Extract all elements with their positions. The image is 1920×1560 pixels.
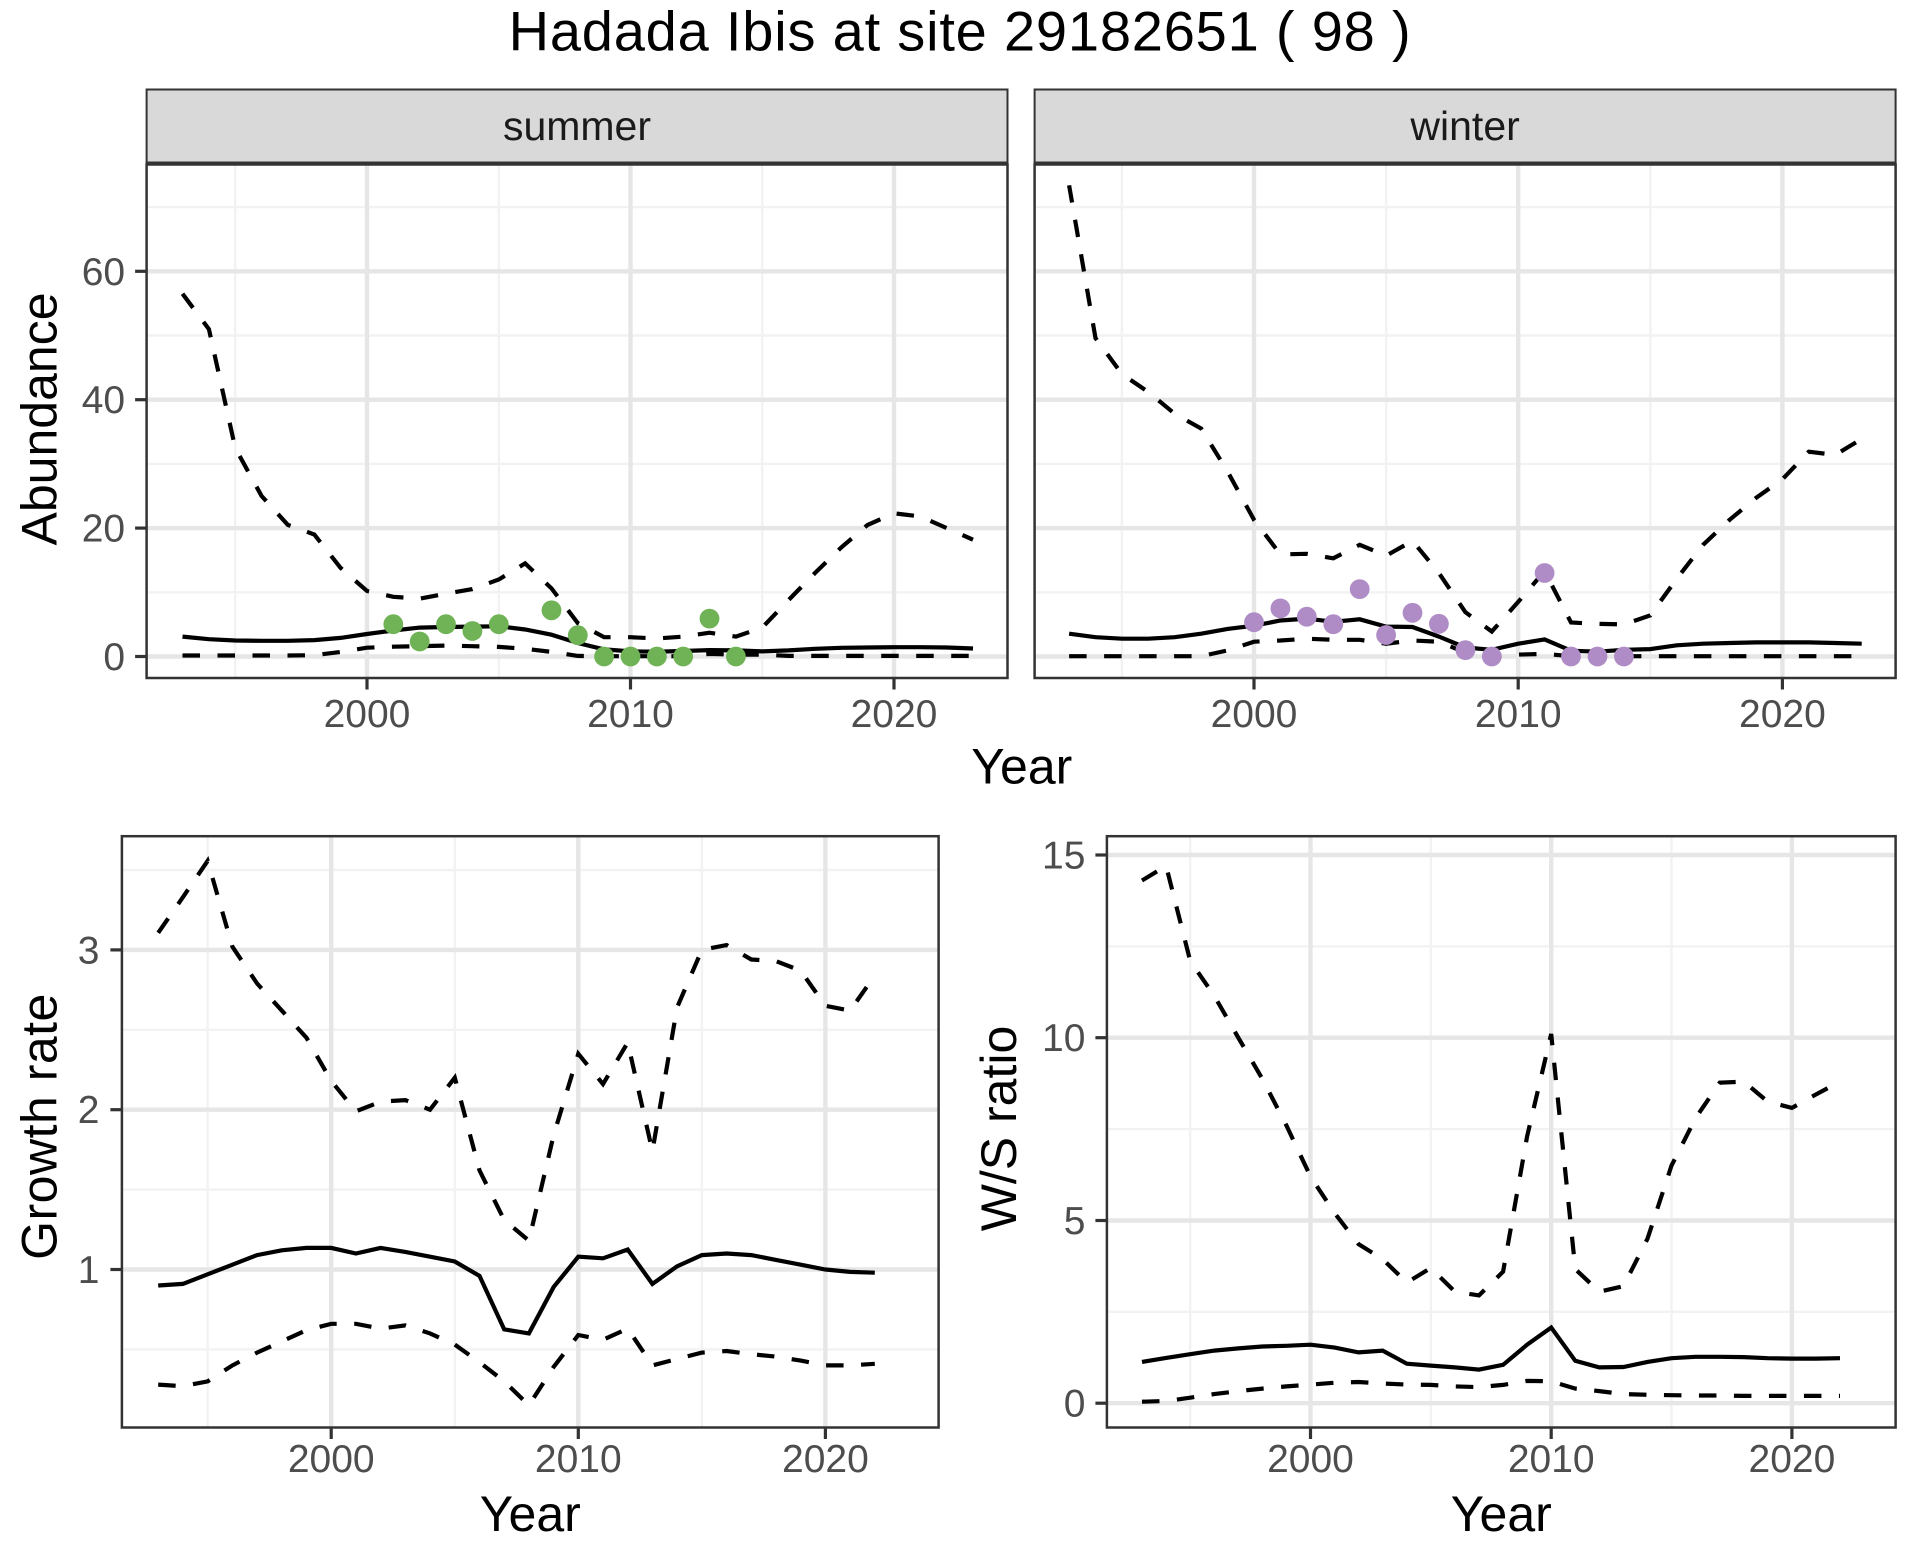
svg-text:Abundance: Abundance (12, 292, 68, 545)
svg-text:0: 0 (103, 636, 125, 679)
svg-text:0: 0 (1064, 1383, 1086, 1426)
svg-text:W/S ratio: W/S ratio (971, 1026, 1027, 1232)
svg-text:2000: 2000 (1267, 1438, 1354, 1481)
svg-text:2010: 2010 (1475, 693, 1562, 736)
svg-text:Growth rate: Growth rate (12, 993, 68, 1260)
svg-text:Year: Year (480, 1486, 581, 1542)
svg-text:1: 1 (78, 1249, 100, 1292)
svg-text:Year: Year (971, 739, 1072, 795)
svg-text:2010: 2010 (587, 693, 674, 736)
svg-text:2020: 2020 (851, 693, 938, 736)
svg-text:20: 20 (82, 508, 125, 551)
svg-text:2010: 2010 (535, 1438, 622, 1481)
svg-text:winter: winter (1409, 103, 1519, 149)
svg-text:summer: summer (503, 103, 651, 149)
svg-text:2000: 2000 (324, 693, 411, 736)
svg-text:5: 5 (1064, 1200, 1086, 1243)
svg-text:2020: 2020 (782, 1438, 869, 1481)
svg-text:2: 2 (78, 1089, 100, 1132)
svg-text:3: 3 (78, 929, 100, 972)
svg-text:Hadada Ibis at site 29182651 (: Hadada Ibis at site 29182651 ( 98 ) (509, 0, 1412, 63)
svg-text:2010: 2010 (1508, 1438, 1595, 1481)
svg-text:10: 10 (1042, 1017, 1085, 1060)
svg-text:Year: Year (1451, 1486, 1552, 1542)
svg-text:15: 15 (1042, 835, 1085, 878)
svg-text:60: 60 (82, 251, 125, 294)
svg-text:40: 40 (82, 379, 125, 422)
svg-text:2020: 2020 (1739, 693, 1826, 736)
svg-text:2020: 2020 (1749, 1438, 1836, 1481)
svg-text:2000: 2000 (1211, 693, 1298, 736)
svg-text:2000: 2000 (288, 1438, 375, 1481)
